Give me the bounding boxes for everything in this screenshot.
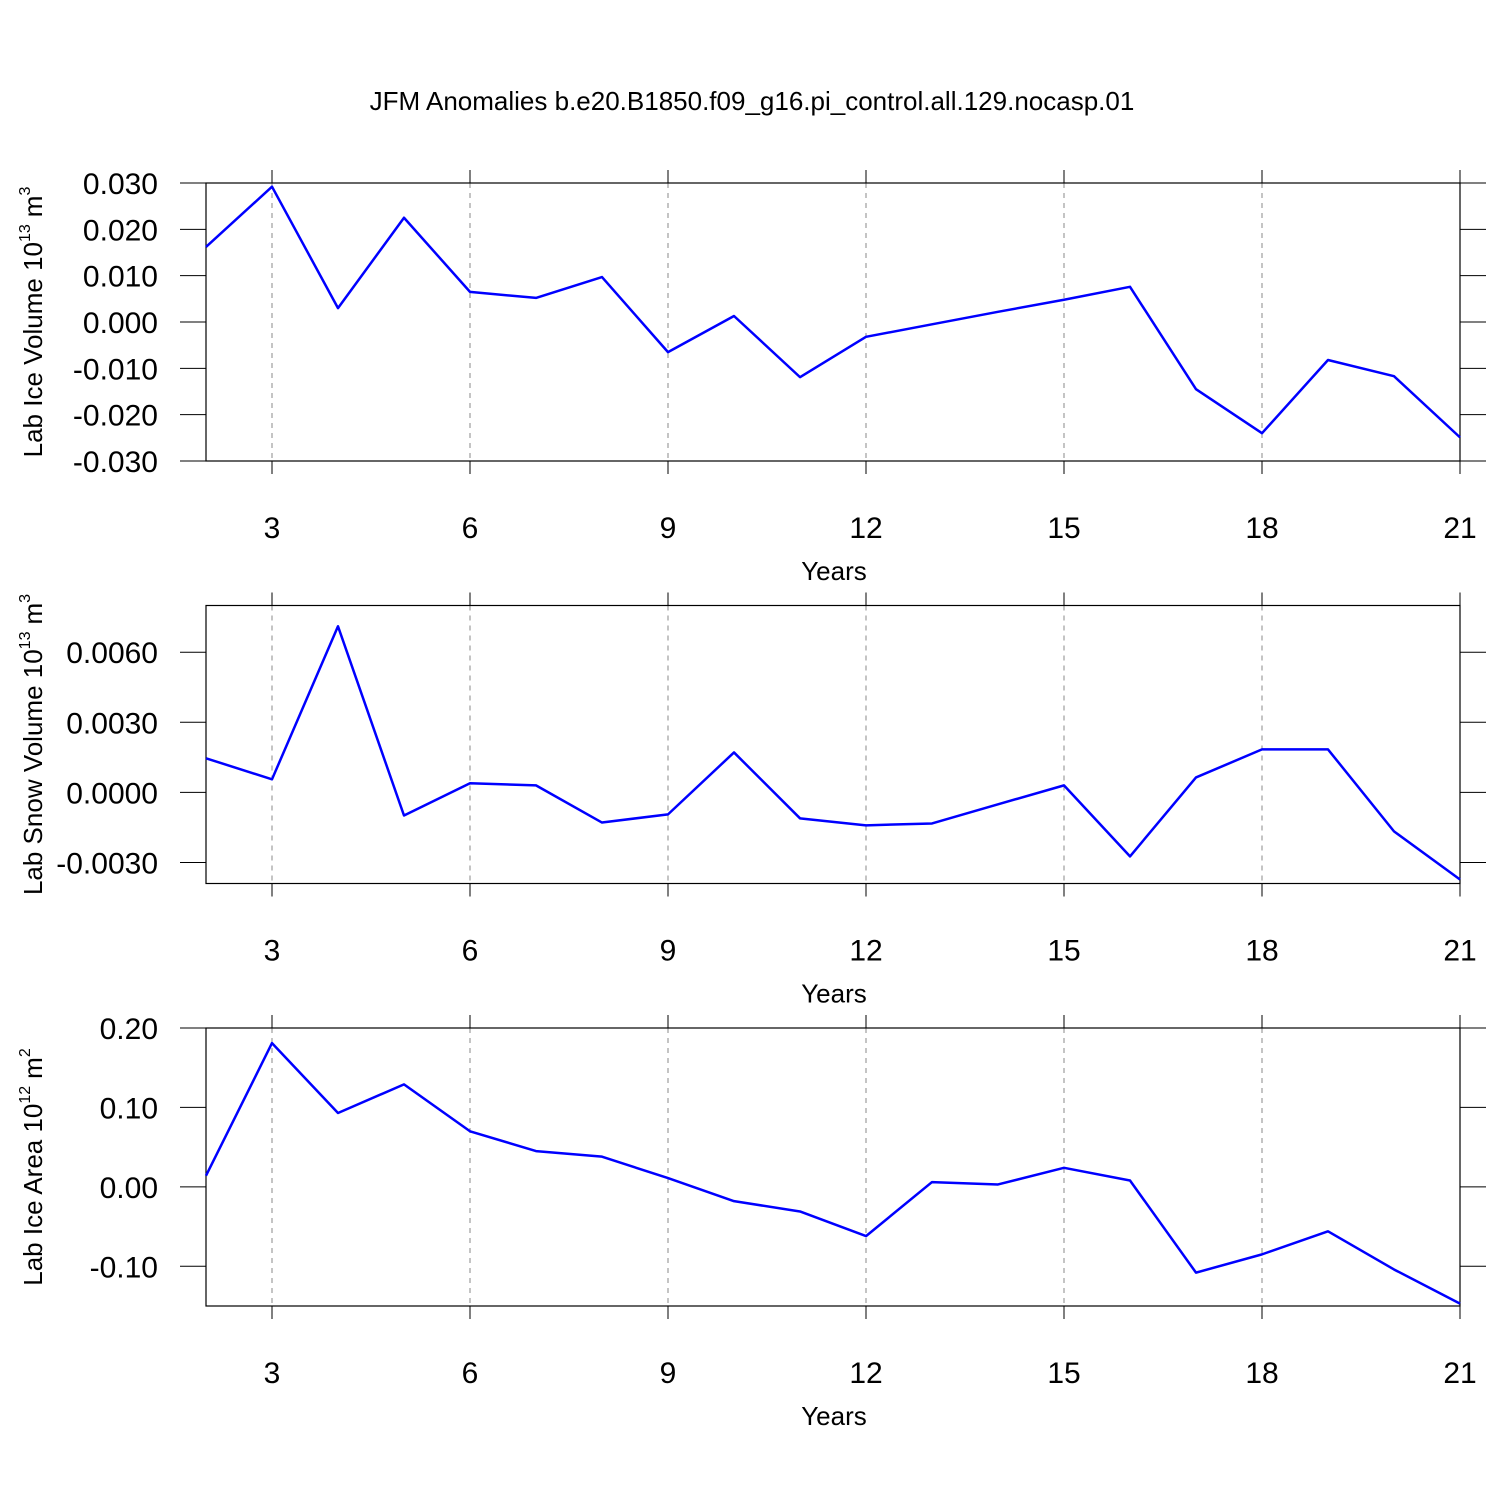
y-tick-label: 0.0060 — [66, 637, 158, 670]
x-tick-label: 18 — [1245, 512, 1278, 545]
panel: 3 6 9 12 15 18 21 -0.030 -0.020 -0.010 0.000 0.010 0… — [17, 168, 1486, 586]
x-axis-label: Years — [801, 1401, 867, 1431]
x-axis-label: Years — [801, 556, 867, 586]
x-tick-label: 21 — [1443, 1357, 1476, 1390]
y-axis-label-text: m — [18, 196, 48, 218]
data-line — [204, 1041, 1461, 1305]
y-tick-label: -0.010 — [73, 353, 158, 386]
y-axis-label: Lab Ice Area 1012 m2 — [17, 1048, 48, 1286]
x-tick-label: 21 — [1443, 512, 1476, 545]
y-tick-label: 0.0000 — [66, 777, 158, 810]
y-axis-label-exponent: 3 — [17, 594, 34, 603]
panel: 3 6 9 12 15 18 21 -0.0030 0.0000 0.0030 0.0060 Year… — [17, 592, 1486, 1009]
y-axis-label: Lab Ice Volume 1013 m3 — [17, 187, 48, 458]
y-axis-label: Lab Snow Volume 1013 m3 — [17, 594, 48, 895]
data-line — [205, 185, 1461, 439]
x-tick-label: 9 — [660, 935, 677, 968]
x-tick-label: 6 — [462, 512, 479, 545]
y-axis-label-text: Lab Ice Area 10 — [18, 1104, 48, 1286]
y-axis-label-exponent: 13 — [17, 631, 34, 649]
x-tick-label: 18 — [1245, 935, 1278, 968]
x-tick-label: 6 — [462, 1357, 479, 1390]
y-tick-label: -0.020 — [73, 400, 158, 433]
y-axis-label-exponent: 13 — [17, 224, 34, 242]
x-tick-label: 15 — [1047, 1357, 1080, 1390]
x-tick-label: 18 — [1245, 1357, 1278, 1390]
x-tick-label: 3 — [264, 1357, 281, 1390]
y-tick-label: -0.0030 — [56, 847, 158, 880]
data-line — [205, 625, 1461, 881]
x-tick-label: 12 — [849, 512, 882, 545]
y-tick-label: 0.20 — [100, 1013, 158, 1046]
x-tick-label: 12 — [849, 1357, 882, 1390]
y-axis-label-text: Lab Snow Volume 10 — [18, 649, 48, 895]
y-tick-label: 0.00 — [100, 1172, 158, 1205]
x-axis-label: Years — [801, 979, 867, 1009]
y-tick-label: 0.10 — [100, 1092, 158, 1125]
figure-title: JFM Anomalies b.e20.B1850.f09_g16.pi_con… — [370, 86, 1135, 116]
x-tick-label: 3 — [264, 512, 281, 545]
y-tick-label: 0.000 — [83, 307, 158, 340]
x-tick-label: 9 — [660, 1357, 677, 1390]
y-tick-label: -0.10 — [90, 1251, 158, 1284]
y-tick-label: -0.030 — [73, 446, 158, 479]
x-tick-label: 15 — [1047, 935, 1080, 968]
y-axis-label-exponent: 2 — [17, 1048, 34, 1057]
y-tick-label: 0.020 — [83, 214, 158, 247]
y-tick-label: 0.0030 — [66, 707, 158, 740]
y-axis-label-exponent: 3 — [17, 187, 34, 196]
plot-frame — [205, 604, 1461, 885]
y-tick-label: 0.030 — [83, 168, 158, 201]
x-tick-label: 15 — [1047, 512, 1080, 545]
y-axis-label-text: m — [18, 1057, 48, 1079]
x-tick-label: 21 — [1443, 935, 1476, 968]
x-tick-label: 3 — [264, 935, 281, 968]
x-tick-label: 6 — [462, 935, 479, 968]
x-tick-label: 9 — [660, 512, 677, 545]
plot-frame — [205, 1027, 1461, 1307]
y-axis-label-exponent: 12 — [17, 1086, 34, 1104]
panel: 3 6 9 12 15 18 21 -0.10 0.00 0.10 0.20 Years Lab Ice… — [17, 1013, 1486, 1431]
x-tick-label: 12 — [849, 935, 882, 968]
plot-frame — [205, 182, 1461, 462]
y-tick-label: 0.010 — [83, 261, 158, 294]
y-axis-label-text: m — [18, 603, 48, 625]
y-axis-label-text: Lab Ice Volume 10 — [18, 242, 48, 457]
